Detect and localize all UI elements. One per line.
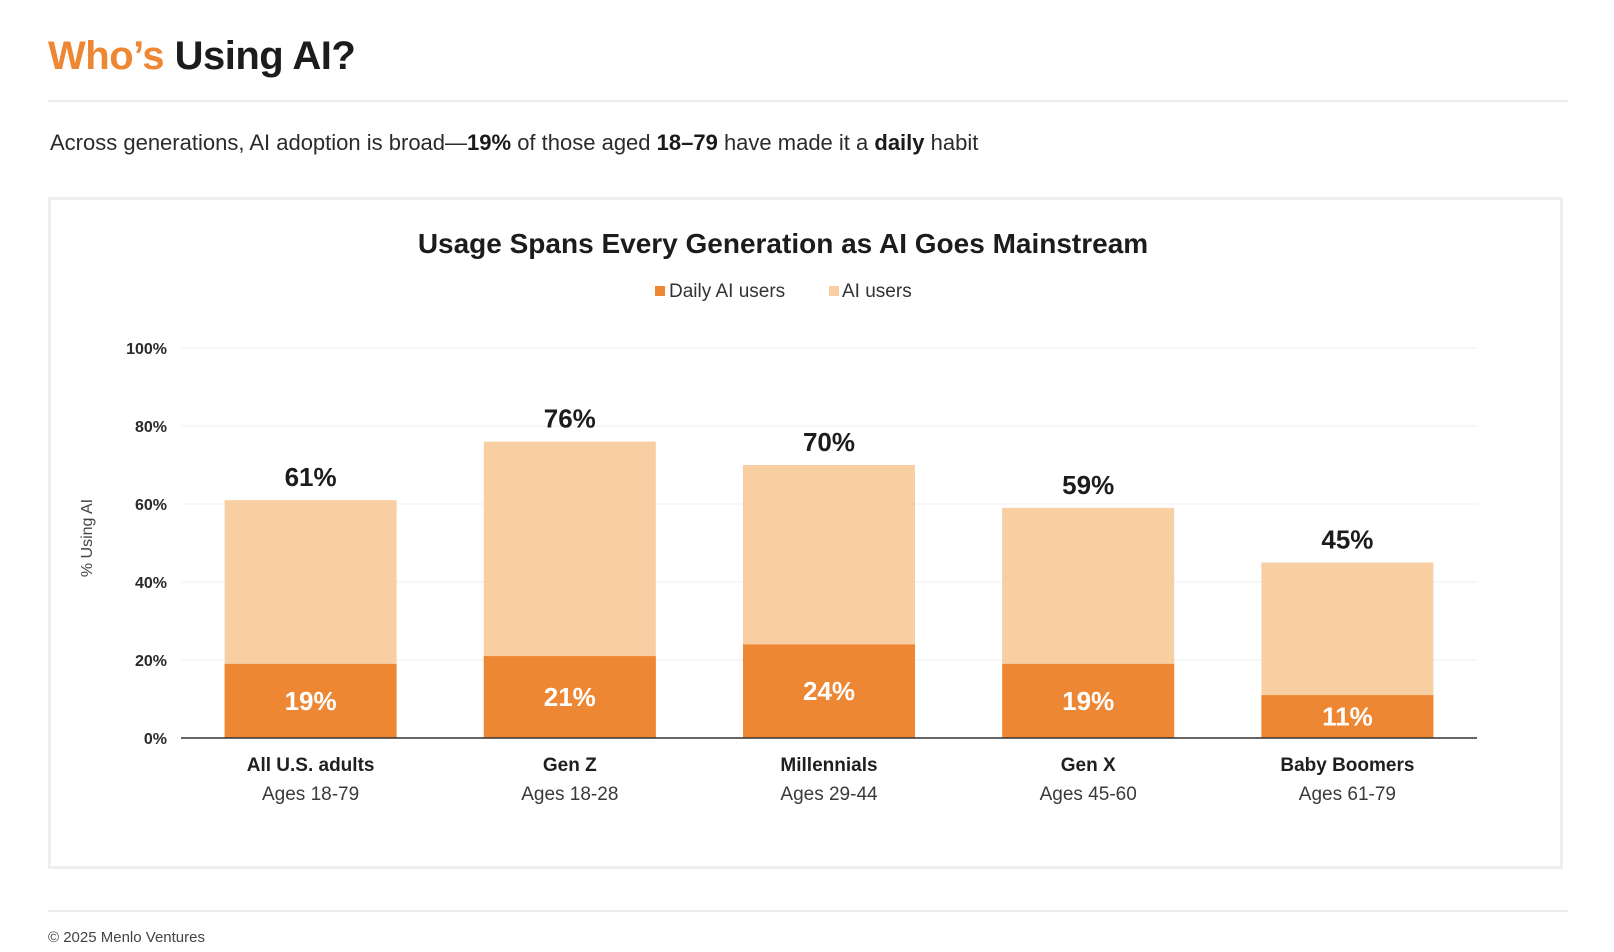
x-tick-sublabel-baby-boomers: Ages 61-79 [1299, 784, 1396, 805]
legend-label-users: AI users [842, 281, 912, 302]
bar-daily-ai-users-all-u-s-adults [224, 663, 397, 738]
bar-daily-ai-users-gen-x [1002, 663, 1175, 738]
subtitle-text-1: Across generations, AI adoption is broad… [50, 130, 468, 155]
bar-daily-ai-users-gen-z [483, 656, 656, 738]
y-tick-label-80: 80% [135, 419, 167, 436]
page-title-accent: Who’s [48, 34, 165, 78]
bottom-divider [48, 910, 1568, 912]
x-tick-sublabel-gen-z: Ages 18-28 [521, 784, 618, 805]
data-label-daily-ai-users-gen-x: 19% [1062, 686, 1114, 716]
x-tick-label-all-u-s-adults: All U.S. adults [247, 755, 375, 776]
legend-label-daily: Daily AI users [669, 281, 785, 302]
page-title-rest: Using AI? [164, 34, 356, 78]
subtitle-text-3: have made it a [717, 130, 875, 155]
data-label-ai-users-baby-boomers: 45% [1321, 525, 1373, 555]
y-tick-label-100: 100% [126, 341, 167, 358]
chart-card: Usage Spans Every Generation as AI Goes … [48, 197, 1563, 869]
bar-daily-ai-users-millennials [743, 644, 915, 738]
y-tick-label-20: 20% [135, 653, 167, 670]
x-tick-label-gen-z: Gen Z [543, 755, 597, 776]
x-tick-sublabel-millennials: Ages 29-44 [780, 784, 878, 805]
subtitle-text-4: habit [924, 130, 979, 155]
x-tick-sublabel-gen-x: Ages 45-60 [1040, 784, 1137, 805]
legend-swatch-users [829, 286, 839, 296]
y-tick-label-40: 40% [135, 575, 167, 592]
data-label-daily-ai-users-baby-boomers: 11% [1322, 702, 1373, 732]
x-tick-label-baby-boomers: Baby Boomers [1280, 755, 1414, 776]
legend-swatch-daily [655, 286, 665, 296]
subtitle: Across generations, AI adoption is broad… [50, 128, 978, 158]
data-label-daily-ai-users-millennials: 24% [803, 676, 855, 706]
data-label-ai-users-millennials: 70% [803, 427, 855, 457]
x-tick-label-gen-x: Gen X [1061, 755, 1116, 776]
subtitle-bold-daily: daily [874, 130, 925, 155]
data-label-daily-ai-users-all-u-s-adults: 19% [285, 686, 337, 716]
subtitle-bold-percent: 19% [467, 130, 512, 155]
chart-title: Usage Spans Every Generation as AI Goes … [418, 228, 1148, 259]
subtitle-bold-ages: 18–79 [656, 130, 718, 155]
data-label-ai-users-gen-x: 59% [1062, 470, 1114, 500]
subtitle-text-2: of those aged [511, 130, 657, 155]
data-label-ai-users-gen-z: 76% [544, 404, 596, 434]
chart-svg: Usage Spans Every Generation as AI Goes … [79, 228, 1477, 805]
x-tick-sublabel-all-u-s-adults: Ages 18-79 [262, 784, 359, 805]
y-tick-label-0: 0% [144, 731, 167, 748]
data-label-daily-ai-users-gen-z: 21% [544, 682, 596, 712]
page-title: Who’s Using AI? [48, 30, 356, 82]
bar-daily-ai-users-baby-boomers [1261, 695, 1434, 738]
data-label-ai-users-all-u-s-adults: 61% [285, 462, 337, 492]
footer-copyright: © 2025 Menlo Ventures [48, 929, 205, 946]
x-tick-label-millennials: Millennials [780, 755, 877, 776]
y-tick-label-60: 60% [135, 497, 167, 514]
top-divider [48, 100, 1568, 102]
y-axis-title: % Using AI [79, 499, 96, 577]
